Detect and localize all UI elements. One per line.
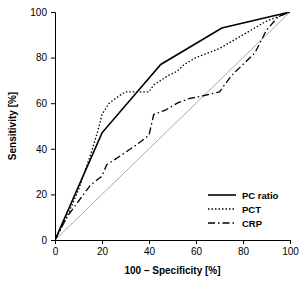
y-axis: 0 20 40 60 80 100 — [30, 7, 55, 246]
y-tick-label: 40 — [36, 144, 48, 155]
plot: 0 20 40 60 80 100 0 20 40 60 80 100 PC ratio PCT CRP — [30, 7, 299, 257]
x-tick-label: 20 — [97, 246, 109, 257]
legend-swatch — [208, 222, 236, 223]
legend-label: CRP — [242, 218, 263, 229]
y-tick-label: 20 — [36, 189, 48, 200]
x-tick-label: 40 — [144, 246, 156, 257]
legend-label: PC ratio — [242, 190, 279, 201]
legend-label: PCT — [242, 204, 261, 215]
legend: PC ratio PCT CRP — [208, 190, 279, 229]
reference-line — [55, 12, 290, 240]
x-axis: 0 20 40 60 80 100 — [53, 240, 300, 257]
x-tick-label: 100 — [282, 246, 299, 257]
series-line — [55, 12, 290, 240]
series-line — [55, 12, 290, 240]
x-tick: 60 — [191, 240, 203, 257]
series-line — [55, 12, 290, 240]
legend-item: CRP — [208, 218, 263, 229]
x-tick: 100 — [282, 240, 299, 257]
y-tick-mark — [51, 240, 55, 241]
x-axis-line — [56, 241, 291, 245]
y-tick-mark — [51, 58, 55, 59]
y-tick-mark — [51, 194, 55, 195]
y-tick-mark — [51, 149, 55, 150]
x-tick-mark — [290, 240, 291, 244]
legend-item: PC ratio — [208, 190, 279, 201]
x-tick-label: 80 — [238, 246, 250, 257]
x-tick: 20 — [97, 240, 109, 257]
x-tick: 80 — [238, 240, 250, 257]
x-axis-title: 100 – Specificity [%] — [124, 265, 220, 276]
chart: 0 20 40 60 80 100 0 20 40 60 80 100 PC ratio PCT CRP 10… — [0, 0, 300, 282]
x-tick-label: 60 — [191, 246, 203, 257]
y-tick-mark — [51, 103, 55, 104]
legend-item: PCT — [208, 204, 261, 215]
y-tick: 0 — [41, 235, 55, 246]
y-tick-label: 60 — [36, 98, 48, 109]
y-axis-title: Sensitivity [%] — [7, 92, 18, 160]
x-tick-label: 0 — [53, 246, 59, 257]
y-tick-label: 100 — [30, 7, 47, 18]
legend-swatch — [208, 208, 236, 209]
y-tick-label: 0 — [41, 235, 47, 246]
y-tick: 100 — [30, 7, 55, 18]
data-area — [55, 12, 290, 240]
x-tick-mark — [149, 240, 150, 244]
y-axis-line — [51, 13, 56, 241]
y-tick: 40 — [36, 144, 55, 155]
x-tick: 0 — [53, 240, 59, 257]
y-tick-label: 80 — [36, 52, 48, 63]
y-tick-mark — [51, 12, 55, 13]
y-tick: 60 — [36, 98, 55, 109]
x-tick-mark — [196, 240, 197, 244]
x-tick-mark — [102, 240, 103, 244]
x-tick-mark — [243, 240, 244, 244]
y-tick: 20 — [36, 189, 55, 200]
x-tick: 40 — [144, 240, 156, 257]
y-tick: 80 — [36, 52, 55, 63]
legend-swatch — [208, 194, 236, 196]
